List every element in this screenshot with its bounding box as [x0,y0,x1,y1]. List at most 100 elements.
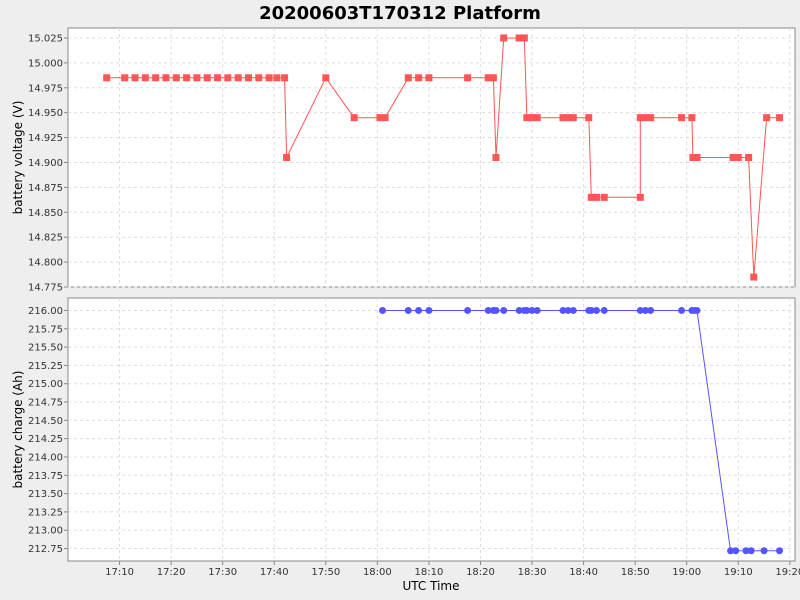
data-point [265,74,273,82]
data-point [763,114,771,122]
grid-layer [68,28,795,561]
y-tick-label: 215.50 [28,343,63,354]
data-point [376,114,384,122]
data-point [564,114,572,122]
data-point [678,306,686,314]
y-tick-label: 14.900 [28,158,63,169]
series-layer [103,34,784,555]
voltage-plot-area [67,27,796,288]
data-point [425,306,433,314]
x-tick-label: 19:10 [724,567,753,578]
data-point [484,74,492,82]
data-point [641,114,649,122]
data-point [515,34,523,42]
y-tick-label: 214.00 [28,452,63,463]
data-point [193,74,201,82]
data-point [641,306,649,314]
data-point [533,306,541,314]
data-point [379,306,387,314]
data-point [515,306,523,314]
data-point [255,74,263,82]
y-tick-label: 215.25 [28,361,63,372]
data-point [592,193,600,201]
tick-layer: 17:10 17:20 17:30 17:40 17:50 18:00 18:10 18:20… [28,33,800,578]
data-point [183,74,191,82]
data-point [693,154,701,161]
data-point [729,154,737,161]
x-tick-label: 18:40 [569,567,598,578]
charge-y-axis-label: battery charge (Ah) [11,371,25,489]
data-point [492,306,500,314]
y-tick-label: 14.950 [28,108,63,119]
chart-title: 20200603T170312 Platform [259,3,541,24]
x-tick-label: 18:00 [363,567,392,578]
data-point [103,74,111,82]
data-point [131,74,139,82]
data-point [484,306,492,314]
data-point [520,34,528,42]
x-tick-label: 18:20 [466,567,495,578]
data-point [559,306,567,314]
y-tick-label: 14.975 [28,83,63,94]
data-point [600,193,608,201]
data-point [647,306,655,314]
data-point [533,114,541,122]
data-point [678,114,686,122]
data-point [732,547,740,555]
data-point [564,306,572,314]
x-tick-label: 17:20 [157,567,186,578]
y-tick-label: 14.825 [28,233,63,244]
data-point [273,74,281,82]
y-tick-label: 14.775 [28,283,63,294]
data-point [636,193,644,201]
data-point [523,306,531,314]
data-point [636,114,644,122]
data-point [350,114,358,122]
y-tick-label: 214.25 [28,434,63,445]
y-tick-label: 14.875 [28,183,63,194]
y-tick-label: 212.75 [28,544,63,555]
y-tick-label: 214.75 [28,398,63,409]
data-point [776,547,784,555]
x-tick-label: 17:40 [260,567,289,578]
data-point [592,306,600,314]
data-point [734,154,742,161]
data-point [415,74,423,82]
data-point [727,547,735,555]
y-tick-label: 15.000 [28,58,63,69]
data-point [647,114,655,122]
data-point [760,547,768,555]
data-point [224,74,232,82]
data-point [693,306,701,314]
data-point [776,114,784,122]
data-point [141,74,149,82]
data-point [203,74,211,82]
x-tick-label: 18:30 [518,567,547,578]
data-point [747,547,755,555]
y-tick-label: 213.75 [28,471,63,482]
data-point [404,74,412,82]
y-tick-label: 14.925 [28,133,63,144]
data-point [745,154,753,161]
data-point [425,74,433,82]
charge-plot-area [67,297,796,562]
data-point [381,114,389,122]
y-tick-label: 214.50 [28,416,63,427]
x-tick-label: 19:00 [672,567,701,578]
data-point [559,114,567,122]
data-point [162,74,170,82]
x-tick-label: 17:50 [311,567,340,578]
data-point [283,154,291,161]
data-point [500,306,508,314]
data-point [569,306,577,314]
data-point [234,74,242,82]
data-point [689,154,697,161]
y-tick-label: 215.00 [28,379,63,390]
y-tick-label: 14.800 [28,258,63,269]
data-point [600,306,608,314]
y-tick-label: 213.25 [28,507,63,518]
data-point [688,114,696,122]
x-tick-label: 17:10 [105,567,134,578]
data-point [404,306,412,314]
data-point [528,114,536,122]
